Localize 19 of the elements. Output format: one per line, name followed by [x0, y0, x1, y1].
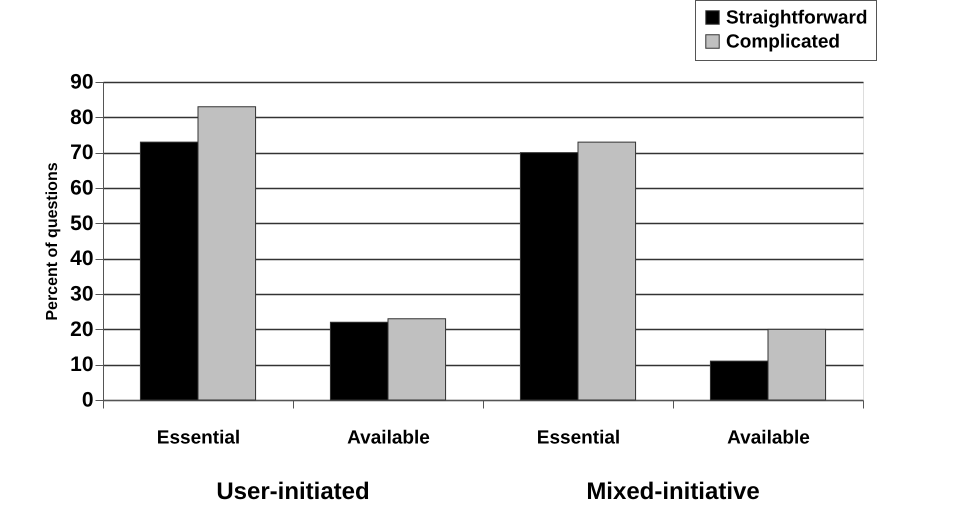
y-tick-label: 90: [70, 70, 94, 94]
text: User-initiated: [216, 478, 370, 505]
y-tick-label: 0: [82, 388, 94, 412]
y-tick-label: 10: [70, 353, 94, 376]
y-tick-label: 70: [70, 141, 94, 164]
y-tick-label: 60: [70, 176, 94, 200]
x-tick-label: Available: [727, 428, 810, 448]
x-tick-label: Essential: [156, 428, 240, 448]
legend-label: Complicated: [726, 32, 840, 52]
legend-label: Straightforward: [726, 8, 868, 28]
y-tick-label: 30: [70, 282, 94, 306]
y-tick-label: 50: [70, 212, 94, 235]
y-tick-label: 20: [70, 318, 94, 341]
y-tick-label: 80: [70, 106, 94, 129]
y-tick-label: 40: [70, 247, 94, 270]
x-tick-label: Available: [347, 428, 430, 448]
text: Mixed-initiative: [586, 478, 760, 505]
x-tick-label: Essential: [536, 428, 620, 448]
y-axis-title: Percent of questions: [44, 162, 62, 321]
